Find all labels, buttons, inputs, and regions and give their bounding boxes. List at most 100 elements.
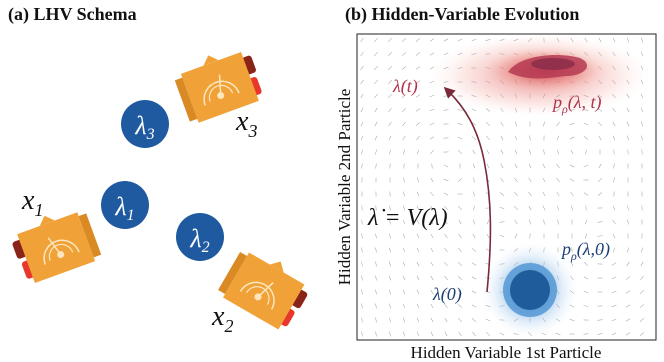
field-arrow — [374, 93, 378, 99]
field-arrow — [639, 289, 645, 295]
field-arrow — [458, 177, 462, 183]
field-arrow — [485, 318, 491, 322]
field-arrow — [402, 303, 406, 309]
field-arrow — [374, 79, 378, 85]
field-arrow — [557, 149, 559, 155]
field-arrow — [556, 163, 560, 169]
field-arrow — [473, 219, 475, 225]
field-arrow — [401, 80, 407, 84]
panel-b-title: (b) Hidden-Variable Evolution — [345, 4, 580, 24]
label-lambda-t: λ(t) — [392, 76, 418, 97]
field-arrow — [641, 149, 643, 155]
field-arrow — [597, 248, 603, 252]
field-arrow — [361, 261, 363, 267]
field-arrow — [388, 37, 392, 43]
field-arrow — [486, 233, 490, 239]
field-arrow — [611, 262, 617, 266]
field-arrow — [401, 107, 407, 113]
field-arrow — [457, 304, 463, 308]
field-arrow — [640, 261, 644, 267]
field-arrow — [625, 290, 631, 294]
phase-plot: λ(t) λ(0) pρ(λ, t) pρ(λ,0) λ̇ = V(λ) — [356, 33, 657, 341]
field-arrow — [583, 290, 589, 294]
field-arrow — [597, 319, 603, 321]
field-arrow — [430, 289, 434, 295]
field-arrow — [374, 121, 378, 127]
field-arrow — [430, 303, 434, 309]
node-lambda3 — [121, 100, 169, 148]
field-arrow — [443, 178, 449, 182]
label-lambda-0: λ(0) — [432, 284, 462, 305]
axis-x-label: Hidden Variable 1st Particle — [411, 343, 602, 362]
field-arrow — [542, 163, 546, 169]
field-arrow — [416, 135, 420, 141]
field-arrow — [361, 233, 363, 239]
field-arrow — [430, 233, 434, 239]
field-arrow — [403, 331, 405, 337]
field-arrow — [374, 135, 378, 141]
field-arrow — [402, 289, 406, 295]
field-arrow — [388, 247, 392, 253]
field-arrow — [375, 331, 377, 337]
field-arrow — [625, 318, 631, 322]
field-arrow — [514, 233, 518, 239]
field-arrow — [416, 303, 420, 309]
field-arrow — [528, 205, 532, 211]
field-arrow — [429, 38, 435, 42]
field-arrow — [612, 219, 616, 225]
field-arrow — [529, 233, 531, 239]
field-arrow — [641, 121, 643, 127]
device-x3 — [169, 40, 268, 127]
field-arrow — [458, 205, 462, 211]
field-arrow — [430, 205, 434, 211]
field-arrow — [360, 37, 364, 43]
node-lambda1 — [101, 181, 149, 229]
field-arrow — [430, 331, 434, 337]
field-arrow — [389, 191, 391, 197]
field-arrow — [430, 317, 434, 323]
field-arrow — [583, 192, 589, 196]
field-arrow — [473, 191, 475, 197]
field-arrow — [374, 107, 378, 113]
field-arrow — [401, 94, 407, 98]
field-arrow — [402, 219, 406, 225]
field-arrow — [389, 233, 391, 239]
field-arrow — [485, 332, 491, 336]
field-arrow — [375, 289, 377, 295]
field-arrow — [360, 107, 364, 113]
field-arrow — [430, 261, 434, 267]
field-arrow — [471, 262, 477, 266]
field-arrow — [514, 121, 518, 127]
field-arrow — [641, 247, 643, 253]
field-arrow — [444, 331, 448, 337]
field-arrow — [457, 136, 463, 140]
field-arrow — [543, 149, 545, 155]
field-arrow — [528, 177, 532, 183]
field-arrow — [611, 318, 617, 322]
field-arrow — [375, 303, 377, 309]
field-arrow — [388, 93, 392, 99]
field-arrow — [444, 219, 448, 225]
panel-a-title: (a) LHV Schema — [8, 4, 137, 24]
field-arrow — [556, 121, 560, 127]
field-arrow — [597, 177, 603, 183]
field-arrow — [500, 135, 504, 141]
field-arrow — [360, 93, 364, 99]
field-arrow — [472, 233, 476, 239]
field-arrow — [584, 219, 588, 225]
field-arrow — [389, 219, 391, 225]
field-arrow — [388, 51, 392, 57]
field-arrow — [528, 149, 532, 155]
field-arrow — [430, 177, 434, 183]
field-arrow — [361, 317, 363, 323]
field-arrow — [598, 121, 602, 127]
field-arrow — [542, 191, 546, 197]
field-arrow — [514, 163, 518, 169]
field-arrow — [443, 164, 449, 168]
field-arrow — [402, 205, 406, 211]
field-arrow — [500, 177, 504, 183]
field-arrow — [388, 289, 392, 295]
field-arrow — [471, 122, 477, 126]
field-arrow — [499, 234, 505, 238]
field-arrow — [529, 219, 531, 225]
